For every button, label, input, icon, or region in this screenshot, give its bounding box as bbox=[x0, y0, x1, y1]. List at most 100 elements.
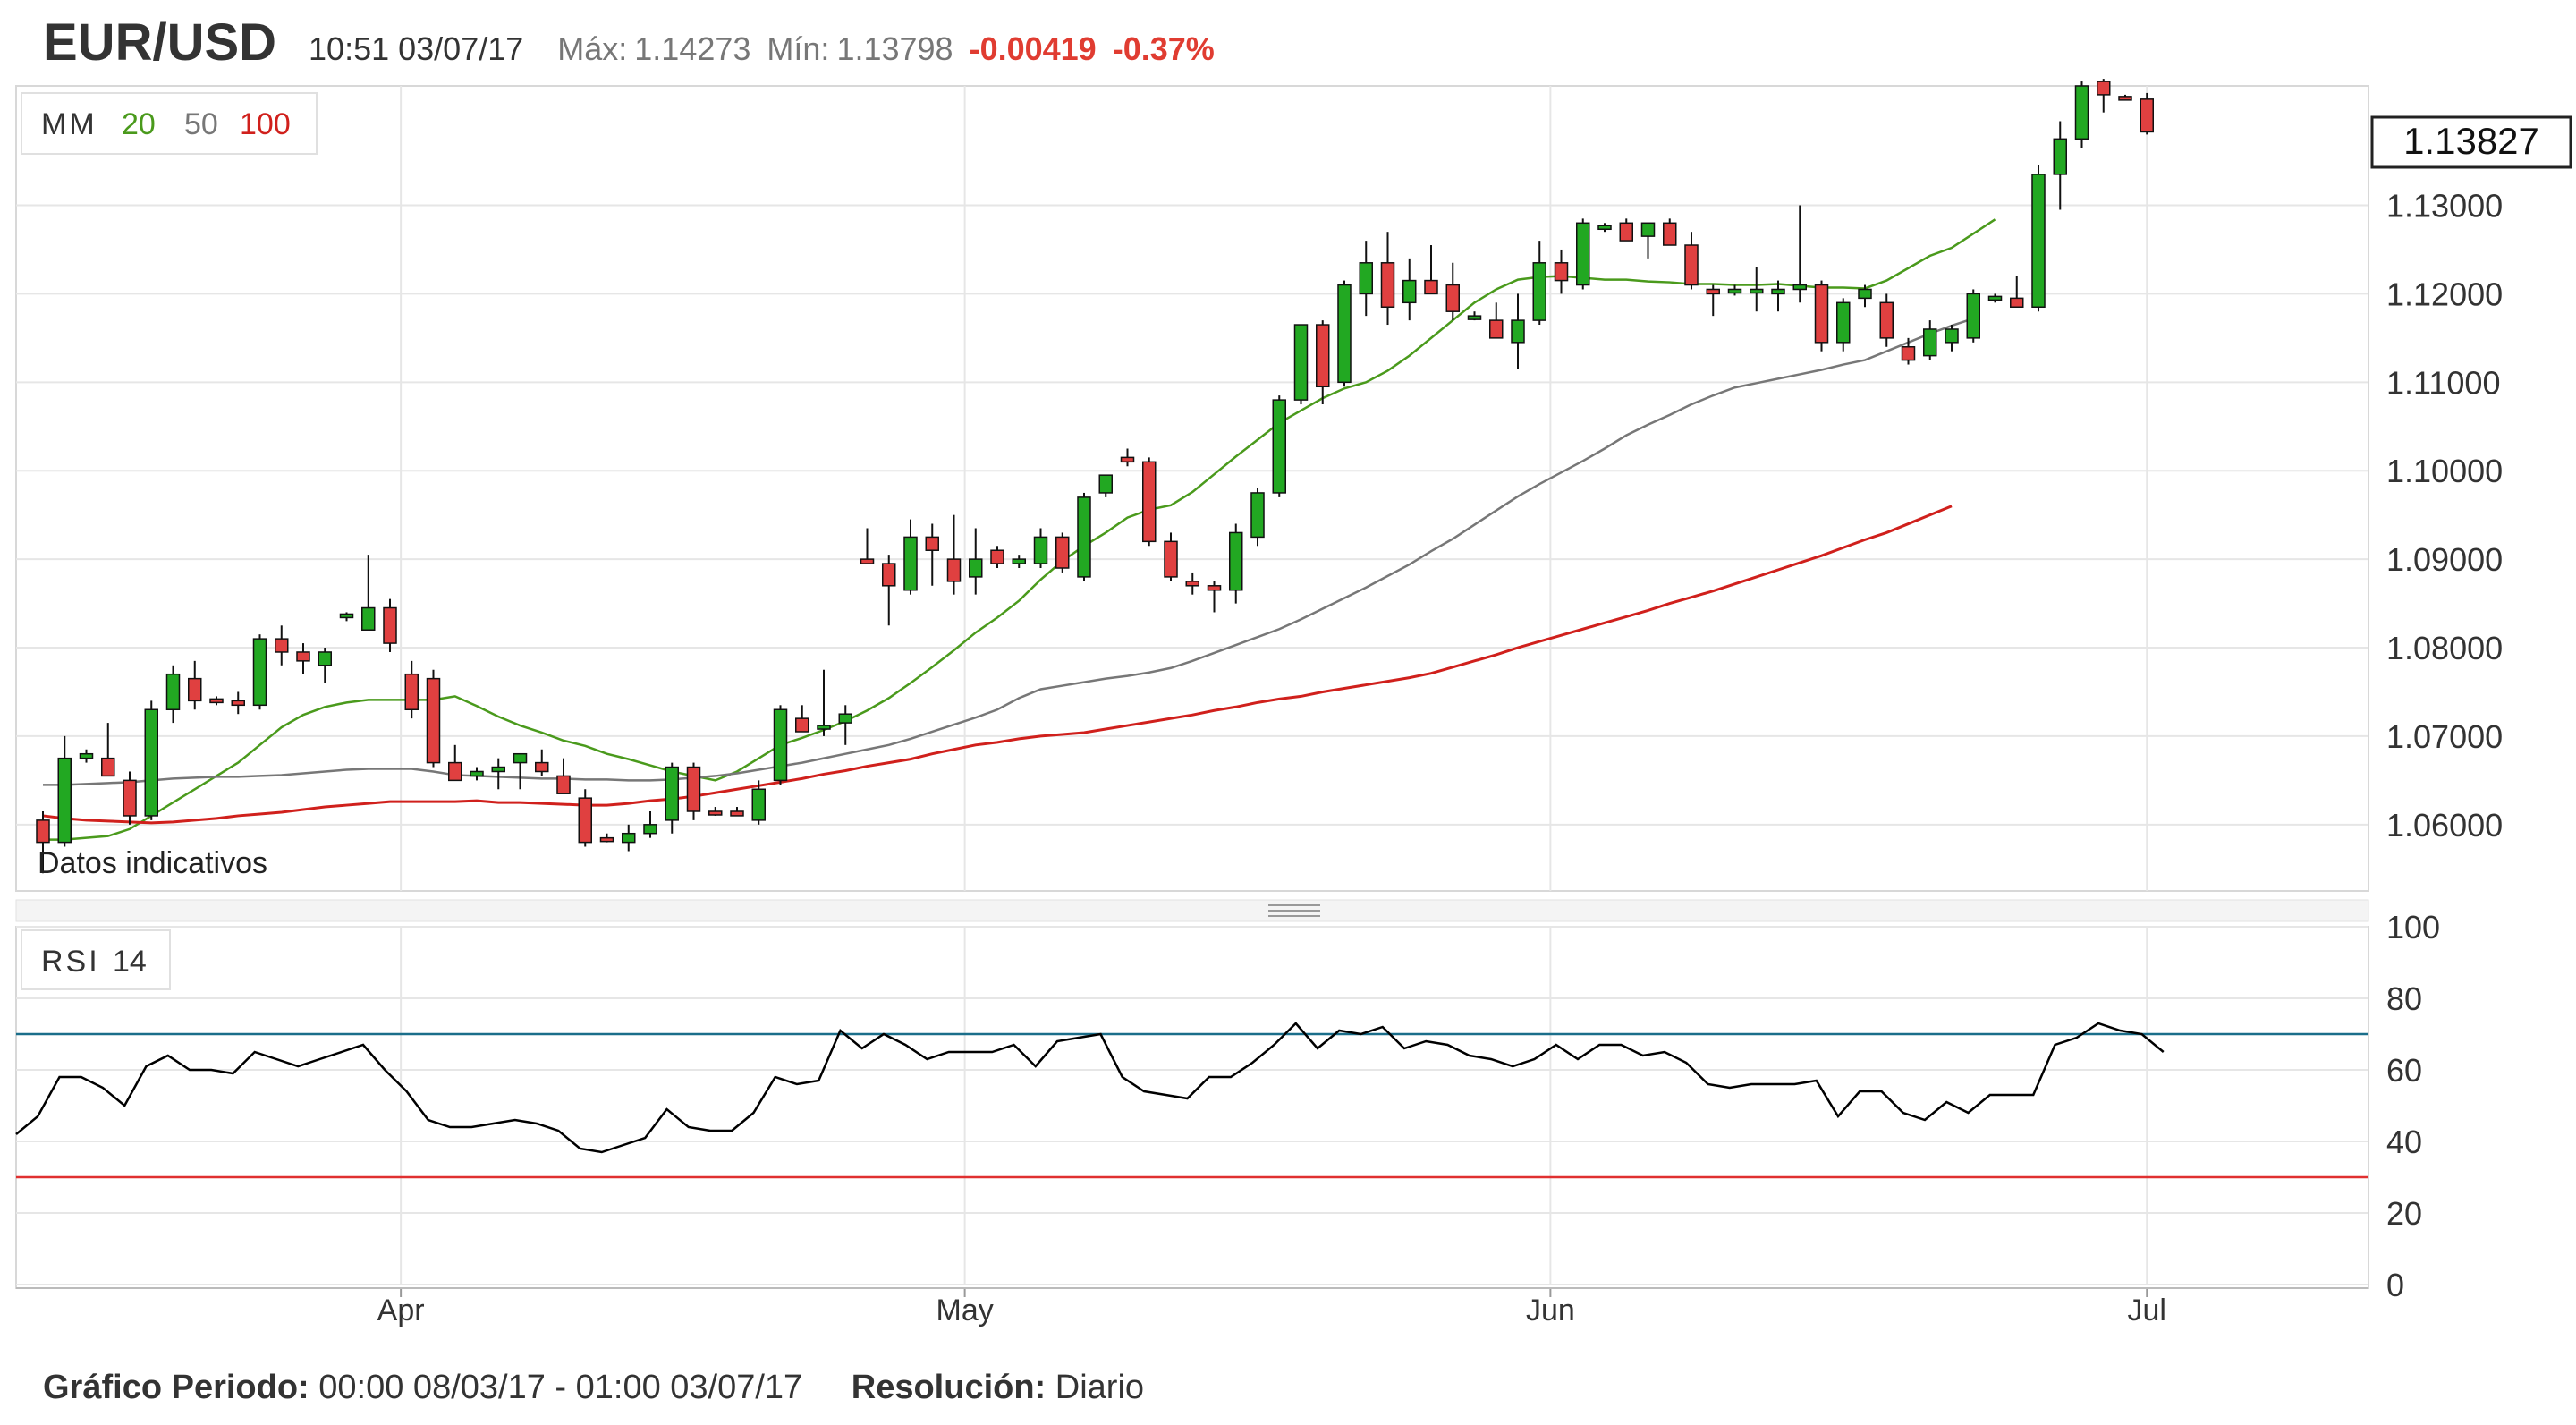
candle-body bbox=[1945, 328, 1959, 344]
price-tick-label: 1.13000 bbox=[2386, 188, 2503, 225]
candle-body bbox=[622, 832, 636, 844]
candle bbox=[1424, 245, 1438, 295]
candle-body bbox=[1055, 536, 1070, 569]
candle-body bbox=[1142, 461, 1157, 543]
rsi-tick-label: 40 bbox=[2386, 1124, 2422, 1160]
candle bbox=[990, 546, 1004, 569]
candle-body bbox=[296, 651, 310, 662]
candle bbox=[1966, 289, 1980, 343]
candle bbox=[1858, 284, 1872, 308]
candle bbox=[1012, 555, 1026, 569]
candle-body bbox=[1293, 324, 1309, 401]
ma-legend-label: MM bbox=[41, 107, 97, 141]
candle-body bbox=[838, 713, 852, 724]
candle bbox=[817, 669, 831, 736]
candle-body bbox=[1576, 222, 1590, 286]
ma-legend-20: 20 bbox=[122, 107, 156, 141]
candle-body bbox=[1098, 474, 1113, 494]
candle-body bbox=[773, 708, 788, 782]
candle-body bbox=[1424, 279, 1438, 295]
candle-body bbox=[209, 698, 224, 704]
candle-body bbox=[1033, 536, 1048, 564]
rsi-tick-label: 80 bbox=[2386, 980, 2422, 1017]
price-tick-label: 1.08000 bbox=[2386, 630, 2503, 666]
candle bbox=[144, 700, 158, 820]
candle-body bbox=[165, 673, 181, 711]
candle-body bbox=[1077, 496, 1091, 578]
max-label: Máx: bbox=[557, 30, 628, 67]
candle-body bbox=[231, 700, 245, 707]
candle bbox=[1640, 222, 1656, 259]
candle bbox=[708, 807, 723, 816]
candle-body bbox=[79, 752, 94, 759]
candle-body bbox=[1185, 581, 1199, 587]
candle-body bbox=[1207, 585, 1222, 591]
candle-body bbox=[882, 563, 896, 587]
candle bbox=[578, 789, 592, 847]
candle-body bbox=[2118, 96, 2132, 101]
candle bbox=[751, 780, 766, 825]
candle-body bbox=[2010, 297, 2024, 309]
candle bbox=[1727, 284, 1742, 296]
candle-body bbox=[751, 788, 766, 821]
rsi-lines bbox=[15, 1022, 2368, 1179]
candle bbox=[686, 762, 701, 820]
ma-legend: MM 20 50 100 bbox=[21, 92, 318, 155]
candle-body bbox=[795, 717, 809, 733]
candle bbox=[1597, 223, 1612, 233]
candle bbox=[448, 744, 462, 782]
candle bbox=[1792, 205, 1807, 303]
candle bbox=[165, 665, 181, 724]
candle bbox=[231, 691, 245, 715]
ma20-line bbox=[43, 218, 1996, 841]
price-tick-label: 1.10000 bbox=[2386, 453, 2503, 489]
candle-body bbox=[1792, 284, 1807, 291]
candle bbox=[1987, 293, 2003, 303]
candle-body bbox=[144, 708, 158, 817]
x-tick-label: May bbox=[936, 1294, 994, 1327]
candle bbox=[1836, 298, 1851, 352]
candle bbox=[773, 705, 788, 785]
time-axis: Apr May Jun Jul bbox=[16, 1287, 2368, 1327]
candle bbox=[2097, 79, 2111, 113]
candle bbox=[1055, 532, 1070, 573]
candle-body bbox=[1619, 222, 1633, 242]
candle-body bbox=[361, 606, 376, 631]
candle bbox=[296, 643, 310, 674]
price-tick-label: 1.09000 bbox=[2386, 541, 2503, 578]
candle bbox=[1489, 302, 1504, 339]
candle-body bbox=[1858, 288, 1872, 300]
price-tick-label: 1.07000 bbox=[2386, 718, 2503, 755]
candle-body bbox=[101, 757, 115, 777]
candle-body bbox=[1750, 288, 1764, 294]
candle bbox=[925, 523, 939, 586]
ma100-line bbox=[42, 505, 1953, 825]
change-value: -0.00419 bbox=[969, 30, 1097, 67]
candle-body bbox=[1359, 262, 1373, 295]
max-value: 1.14273 bbox=[634, 30, 751, 67]
ma-legend-box bbox=[21, 92, 318, 155]
candle-body bbox=[1229, 531, 1243, 591]
candle bbox=[2053, 121, 2067, 210]
candle-body bbox=[860, 558, 875, 564]
candle-body bbox=[1489, 319, 1504, 339]
candle bbox=[1467, 311, 1482, 321]
candle-body bbox=[946, 558, 962, 582]
candle bbox=[1945, 325, 1959, 352]
candle-body bbox=[470, 770, 484, 777]
candles bbox=[36, 79, 2154, 874]
candle bbox=[599, 833, 614, 843]
candle bbox=[318, 648, 332, 683]
panel-divider-handle[interactable] bbox=[15, 899, 2369, 922]
candle bbox=[1164, 532, 1178, 581]
main-grid bbox=[16, 86, 2368, 891]
candle bbox=[1380, 232, 1395, 326]
candle bbox=[275, 625, 289, 666]
candle-body bbox=[252, 638, 267, 707]
candle bbox=[838, 705, 852, 745]
candle bbox=[1402, 258, 1417, 321]
candle bbox=[470, 767, 484, 781]
candle bbox=[1142, 457, 1157, 547]
period-label: Gráfico Periodo: bbox=[43, 1369, 309, 1406]
ma-legend-100: 100 bbox=[240, 107, 291, 141]
